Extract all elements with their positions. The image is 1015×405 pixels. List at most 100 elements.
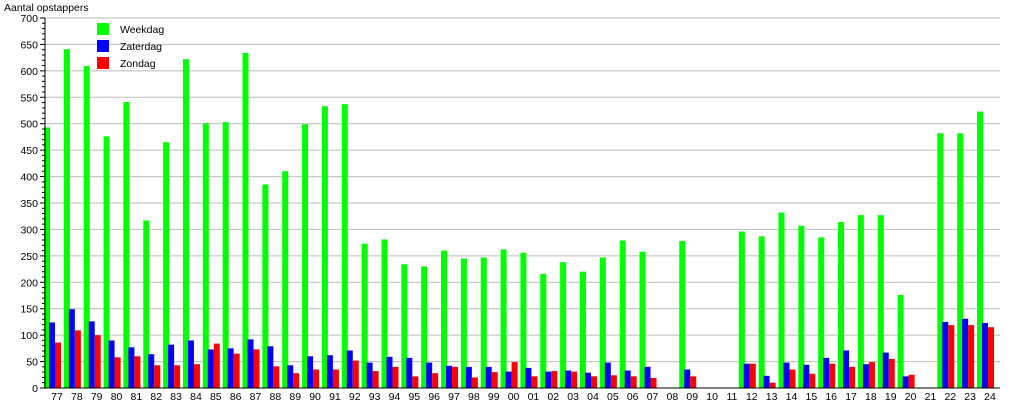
bar-weekdag-92 [341, 104, 348, 389]
legend-label: Zondag [120, 58, 156, 70]
bar-zaterdag-24 [982, 322, 988, 388]
bar-weekdag-23 [957, 133, 964, 388]
bar-weekdag-87 [242, 52, 249, 389]
bar-weekdag-19 [877, 215, 884, 388]
y-tick-label: 300 [20, 224, 38, 236]
y-tick-label: 650 [20, 39, 38, 51]
bar-zaterdag-04 [584, 372, 591, 388]
x-tick-label: 21 [925, 391, 937, 400]
bar-zondag-22 [948, 325, 955, 388]
bar-zaterdag-20 [902, 376, 909, 388]
bar-zondag-92 [352, 360, 359, 388]
bar-weekdag-93 [361, 243, 368, 388]
y-axis-label: Aantal opstappers [4, 2, 89, 14]
bar-weekdag-88 [262, 184, 269, 388]
x-tick-label: 16 [825, 391, 837, 400]
bar-zondag-17 [849, 366, 856, 388]
bar-zaterdag-13 [763, 375, 770, 388]
x-tick-label: 90 [309, 391, 321, 400]
bar-zondag-01 [531, 376, 538, 388]
x-tick-label: 83 [170, 391, 182, 400]
bar-zondag-90 [313, 369, 320, 388]
bar-weekdag-02 [540, 273, 547, 388]
x-tick-label: 02 [547, 391, 559, 400]
bar-zondag-97 [452, 366, 459, 388]
x-tick-label: 78 [71, 391, 83, 400]
y-tick-label: 400 [20, 172, 38, 184]
bar-weekdag-00 [500, 249, 507, 388]
bar-zaterdag-84 [187, 340, 194, 388]
y-tick-label: 150 [20, 304, 38, 316]
bar-zaterdag-19 [882, 352, 889, 388]
bar-zondag-07 [650, 377, 657, 388]
bar-zaterdag-14 [783, 362, 790, 388]
x-tick-label: 01 [528, 391, 540, 400]
bar-zaterdag-89 [287, 365, 294, 388]
x-tick-label: 17 [845, 391, 857, 400]
bar-zondag-82 [154, 365, 161, 388]
bar-zondag-99 [491, 372, 498, 388]
bar-zondag-95 [412, 376, 419, 388]
bar-weekdag-94 [381, 239, 388, 388]
x-tick-label: 15 [805, 391, 817, 400]
bar-zondag-80 [114, 357, 121, 388]
bar-zondag-93 [372, 371, 379, 388]
bar-weekdag-81 [123, 102, 130, 389]
x-tick-label: 19 [885, 391, 897, 400]
bar-zondag-12 [749, 363, 756, 388]
x-tick-label: 06 [627, 391, 639, 400]
bar-weekdag-78 [63, 49, 70, 388]
bar-zaterdag-05 [604, 362, 611, 388]
bar-zaterdag-92 [346, 350, 353, 388]
bar-zondag-88 [273, 366, 280, 388]
bar-zaterdag-80 [108, 340, 115, 388]
bar-zondag-98 [471, 377, 478, 388]
y-tick-label: 600 [20, 66, 38, 78]
bar-zondag-14 [789, 369, 796, 388]
bar-weekdag-06 [619, 240, 626, 388]
x-tick-label: 12 [746, 391, 758, 400]
bar-zaterdag-85 [207, 349, 214, 388]
bar-weekdag-86 [222, 122, 229, 388]
x-tick-label: 10 [706, 391, 718, 400]
bar-weekdag-15 [798, 225, 805, 388]
y-tick-label: 50 [26, 357, 38, 369]
bar-zondag-81 [134, 356, 141, 388]
bar-weekdag-79 [83, 66, 90, 388]
x-tick-label: 04 [587, 391, 599, 400]
bar-weekdag-01 [520, 252, 527, 388]
bar-zaterdag-00 [505, 371, 512, 388]
x-tick-label: 81 [131, 391, 143, 400]
bar-zondag-89 [293, 373, 300, 388]
bar-zondag-04 [590, 376, 597, 388]
x-tick-label: 82 [150, 391, 162, 400]
x-tick-label: 99 [488, 391, 500, 400]
x-tick-label: 77 [51, 391, 63, 400]
bar-weekdag-90 [302, 124, 309, 388]
legend-swatch [97, 57, 109, 69]
bar-zaterdag-91 [326, 355, 333, 388]
bar-zaterdag-88 [267, 346, 274, 388]
bar-weekdag-91 [321, 106, 328, 389]
bar-zaterdag-07 [644, 366, 651, 388]
x-tick-label: 11 [726, 391, 737, 400]
x-tick-label: 00 [508, 391, 520, 400]
bar-weekdag-98 [460, 258, 467, 388]
bar-zaterdag-97 [446, 365, 453, 388]
y-tick-label: 700 [20, 13, 38, 25]
x-tick-label: 96 [428, 391, 440, 400]
x-tick-label: 95 [408, 391, 420, 400]
x-tick-label: 88 [270, 391, 282, 400]
bar-zaterdag-02 [545, 371, 552, 388]
bar-zondag-96 [432, 373, 439, 388]
bar-zaterdag-82 [148, 354, 155, 388]
x-tick-label: 80 [111, 391, 123, 400]
bar-zondag-85 [213, 343, 220, 388]
x-tick-label: 85 [210, 391, 222, 400]
bar-zondag-06 [630, 376, 637, 388]
bar-zondag-86 [233, 353, 240, 388]
x-tick-label: 14 [786, 391, 798, 400]
y-tick-label: 450 [20, 145, 38, 157]
bar-zondag-09 [690, 376, 697, 388]
